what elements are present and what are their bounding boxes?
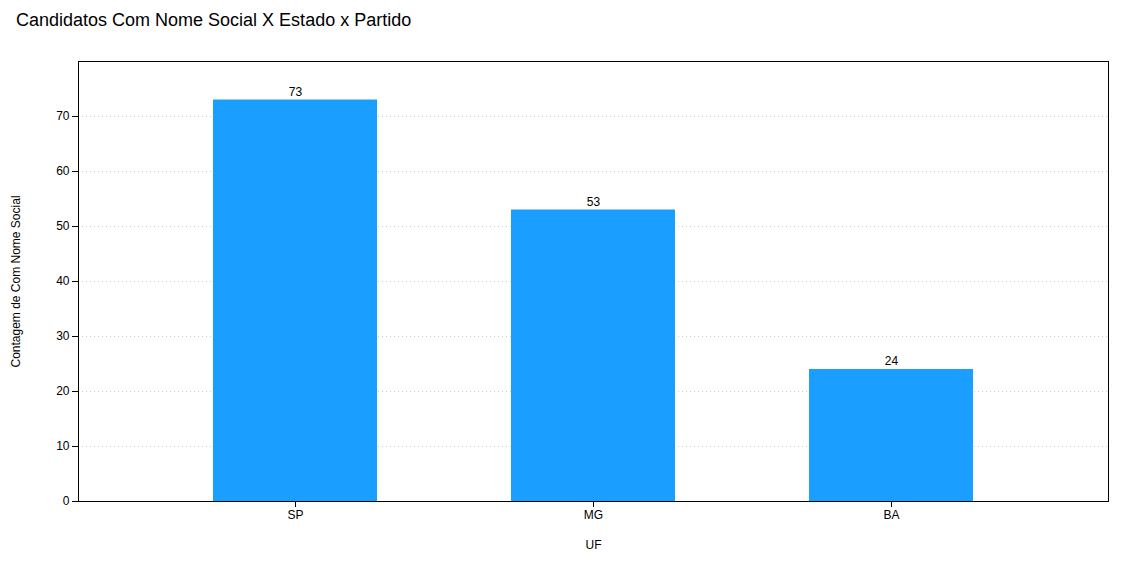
svg-text:0: 0 — [63, 494, 70, 508]
svg-text:53: 53 — [587, 195, 601, 209]
svg-text:60: 60 — [56, 164, 70, 178]
svg-text:40: 40 — [56, 274, 70, 288]
svg-text:SP: SP — [287, 508, 303, 522]
svg-text:30: 30 — [56, 329, 70, 343]
svg-text:Contagem de Com Nome Social: Contagem de Com Nome Social — [9, 195, 23, 367]
svg-text:70: 70 — [56, 109, 70, 123]
svg-text:73: 73 — [289, 85, 303, 99]
svg-text:20: 20 — [56, 384, 70, 398]
svg-text:10: 10 — [56, 439, 70, 453]
svg-text:UF: UF — [586, 538, 602, 552]
html-text:Candidatos Com Nome Social X E: Candidatos Com Nome Social X Estado x Pa… — [16, 10, 412, 30]
svg-text:24: 24 — [885, 354, 899, 368]
svg-text:MG: MG — [584, 508, 603, 522]
svg-text:BA: BA — [883, 508, 899, 522]
svg-text:50: 50 — [56, 219, 70, 233]
